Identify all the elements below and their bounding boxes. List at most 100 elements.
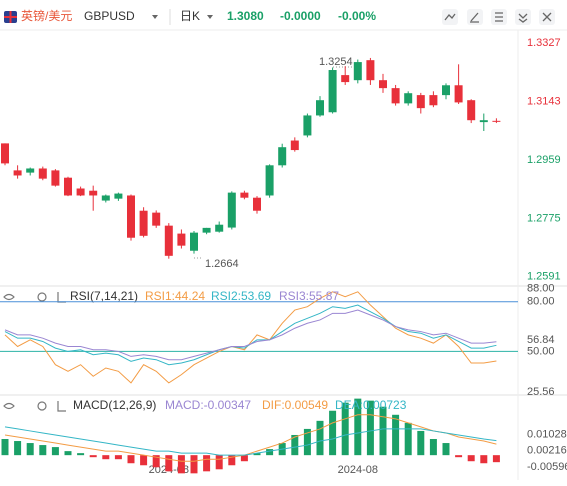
candle-body [152,212,161,226]
legend-entry: MACD:-0.00347 [165,398,251,412]
flag-icon [4,11,17,23]
candle-body [127,195,135,238]
candle-body [76,188,85,196]
macd-bar [64,451,72,456]
candle-body [177,233,186,246]
annotation: 1.3254 [319,56,353,68]
candle-body [202,227,211,233]
legend-entry: DEA:0.00723 [335,398,407,412]
candle-body [290,140,299,151]
macd-bar [392,414,400,456]
macd-bar [266,449,274,456]
macd-bar [14,441,22,456]
candle-body [101,195,110,201]
y-tick-label: 1.2775 [527,212,561,224]
candle-body [51,170,60,186]
candle-body [416,95,425,109]
y-tick-label: 80.00 [527,296,555,308]
candle-body [13,170,22,176]
candle-body [253,197,261,211]
candle-body [38,168,47,179]
macd-bar [51,447,59,456]
macd-bar [1,439,9,456]
y-tick-label: 1.2959 [527,154,561,166]
x-tick-label: 2024-08 [338,464,378,476]
candle-body [328,70,337,113]
macd-bar [190,455,198,474]
macd-bar [77,453,85,456]
y-tick-label: 25.56 [527,386,555,398]
legend-entry: RSI3:55.87 [279,289,339,303]
y-tick-label: -0.00596 [527,461,567,473]
candle-body [227,192,236,228]
macd-line [4,414,497,462]
macd-line [4,426,497,456]
dropdown[interactable] [207,15,213,19]
candle-body [353,62,362,81]
macd-bar [429,439,437,456]
candle-body [64,177,72,196]
macd-bar [417,430,425,456]
macd-bar [379,406,387,456]
period[interactable]: 日K [180,9,200,23]
candle-body [479,120,488,123]
price: 1.3080 [227,9,264,23]
macd-bar [366,400,374,456]
change-pct: -0.00% [338,9,376,23]
y-tick-label: 1.3327 [527,37,561,49]
y-tick-label: 1.3143 [527,95,561,107]
macd-bar [102,455,110,460]
macd-bar [253,453,261,456]
candle-body [442,85,450,96]
candle-body [26,168,35,173]
candle-body [190,232,198,251]
candle-body [379,80,387,89]
macd-bar [480,455,488,464]
candle-body [303,115,312,136]
macd-bar [203,455,211,472]
macd-bar [127,455,135,464]
candle-body [139,210,148,236]
dropdown[interactable] [152,15,158,19]
candle-body [391,88,400,104]
rsi-line [4,291,497,384]
candle-body [404,93,413,104]
y-tick-label: 1.2591 [527,271,561,283]
toolbar[interactable] [442,9,555,25]
macd-bar [215,455,223,470]
candle-body [89,190,98,196]
macd-bar [152,455,160,468]
pair-name[interactable]: 英镑/美元 [21,8,72,23]
y-tick-label: 56.84 [527,334,555,346]
macd-bar [316,420,324,456]
macd-bar [89,455,97,458]
macd-bar [240,455,248,462]
candle-body [265,165,274,196]
macd-bar [492,455,500,463]
candle-body [341,75,350,83]
macd-bar [26,443,34,456]
candle-body [467,100,476,121]
macd-bar [291,434,299,456]
candle-body [240,192,249,198]
candle-body [278,147,287,166]
macd-bar [39,445,47,456]
macd-bar [228,455,236,466]
candle-body [1,143,9,164]
y-tick-label: 0.00216 [527,445,567,457]
candle-body [316,100,324,116]
y-tick-label: 88.00 [527,282,555,294]
symbol[interactable]: GBPUSD [84,9,135,23]
legend-entry: DIF:0.00549 [262,398,328,412]
macd-bar [455,455,463,458]
y-tick-label: 0.01028 [527,428,567,440]
macd-bar [177,455,185,474]
change: -0.0000 [280,9,321,23]
legend-entry: RSI1:44.24 [145,289,205,303]
macd-bar [404,422,412,456]
candle-body [492,120,501,122]
candle-body [366,60,375,81]
macd-bar [442,443,450,456]
